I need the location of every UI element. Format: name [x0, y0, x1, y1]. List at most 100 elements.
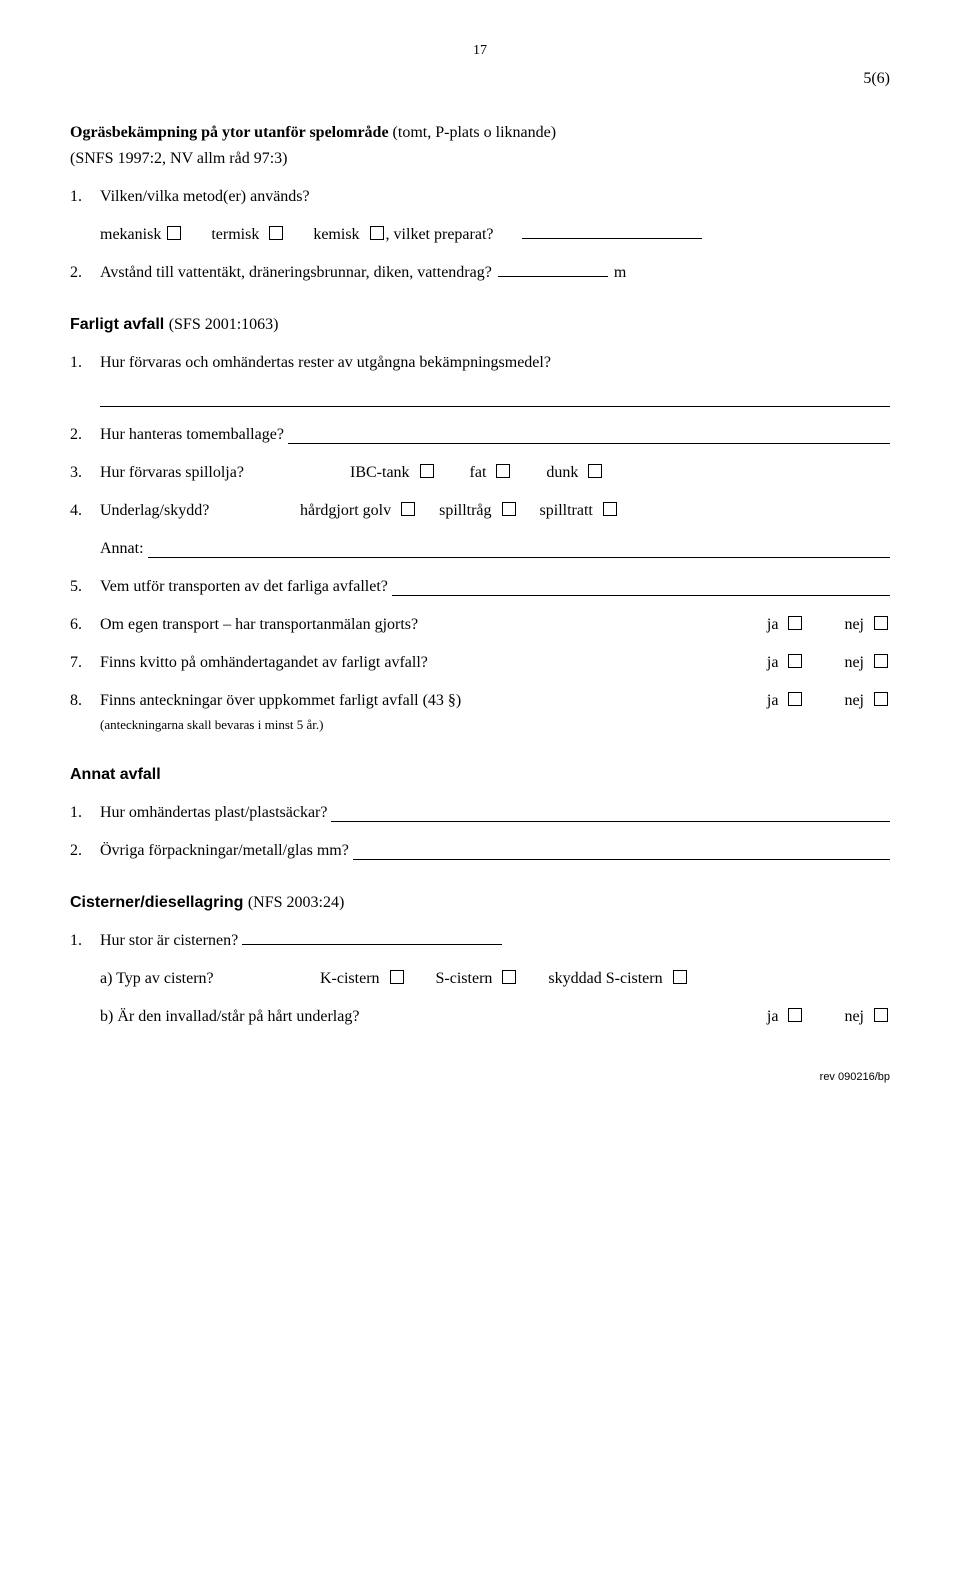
option-label: dunk — [546, 464, 578, 481]
q3-options: IBC-tank fat dunk — [350, 461, 604, 485]
option-label: ja — [767, 654, 779, 671]
fill-line[interactable] — [353, 859, 890, 860]
option-label: termisk — [211, 226, 259, 243]
option-ibc: IBC-tank — [350, 461, 436, 485]
title-text: Farligt avfall — [70, 316, 164, 333]
q6: 6. Om egen transport – har transportanmä… — [70, 613, 890, 637]
section-farligt-avfall: Farligt avfall (SFS 2001:1063) 1. Hur fö… — [70, 313, 890, 735]
option-label: mekanisk — [100, 226, 161, 243]
title-text: Ogräsbekämpning på ytor utanför spelområ… — [70, 124, 389, 141]
q-number: 1. — [70, 801, 100, 825]
fill-line[interactable] — [498, 276, 608, 277]
q8-note: (anteckningarna skall bevaras i minst 5 … — [100, 715, 890, 735]
checkbox[interactable] — [788, 1008, 802, 1022]
option-label: nej — [844, 616, 864, 633]
checkbox[interactable] — [673, 970, 687, 984]
fill-line[interactable] — [242, 944, 502, 945]
fill-line[interactable] — [331, 821, 890, 822]
option-nej: nej — [844, 651, 890, 675]
q-text: Underlag/skydd? — [100, 499, 300, 523]
checkbox[interactable] — [603, 502, 617, 516]
q-text: a) Typ av cistern? — [100, 967, 290, 991]
title-suffix: (tomt, P-plats o liknande) — [393, 124, 557, 141]
q-number: 1. — [70, 929, 100, 953]
option-label: K-cistern — [320, 970, 380, 987]
q4-annat: Annat: — [100, 537, 890, 561]
option-label: S-cistern — [436, 970, 493, 987]
option-termisk: termisk — [211, 223, 285, 247]
q1-options: mekanisk termisk kemisk , vilket prepara… — [100, 223, 890, 247]
q-text: Finns anteckningar över uppkommet farlig… — [100, 689, 767, 713]
section-cisterner: Cisterner/diesellagring (NFS 2003:24) 1.… — [70, 891, 890, 1029]
qa: a) Typ av cistern? K-cistern S-cistern s… — [100, 967, 890, 991]
q-number: 2. — [70, 423, 100, 447]
option-fat: fat — [470, 461, 513, 485]
checkbox[interactable] — [420, 464, 434, 478]
option-spilltrag: spilltråg — [439, 499, 517, 523]
q-number: 2. — [70, 261, 100, 285]
checkbox[interactable] — [874, 692, 888, 706]
option-label: kemisk — [313, 226, 359, 243]
unit: m — [614, 261, 626, 285]
q5: 5. Vem utför transporten av det farliga … — [70, 575, 890, 599]
q-number: 7. — [70, 651, 100, 675]
checkbox[interactable] — [269, 226, 283, 240]
option-skyddad: skyddad S-cistern — [548, 967, 688, 991]
q-text: Övriga förpackningar/metall/glas mm? — [100, 839, 349, 863]
option-label: ja — [767, 616, 779, 633]
section-title: Ogräsbekämpning på ytor utanför spelområ… — [70, 121, 890, 145]
q4-options: hårdgjort golv spilltråg spilltratt — [300, 499, 619, 523]
checkbox[interactable] — [874, 654, 888, 668]
checkbox[interactable] — [167, 226, 181, 240]
option-mekanisk: mekanisk — [100, 223, 183, 247]
option-label: ja — [767, 692, 779, 709]
option-label: skyddad S-cistern — [548, 970, 662, 987]
fill-line[interactable] — [392, 595, 890, 596]
checkbox[interactable] — [788, 654, 802, 668]
q-text: Hur förvaras spillolja? — [100, 461, 350, 485]
page-number-side: 5(6) — [70, 67, 890, 91]
checkbox[interactable] — [401, 502, 415, 516]
checkbox[interactable] — [788, 616, 802, 630]
checkbox[interactable] — [370, 226, 384, 240]
fill-line[interactable] — [522, 238, 702, 239]
footer-revision: rev 090216/bp — [70, 1069, 890, 1086]
q1: 1. Hur omhändertas plast/plastsäckar? — [70, 801, 890, 825]
option-nej: nej — [844, 1005, 890, 1029]
checkbox[interactable] — [502, 502, 516, 516]
option-label: spilltråg — [439, 502, 491, 519]
checkbox[interactable] — [874, 616, 888, 630]
checkbox[interactable] — [502, 970, 516, 984]
q-text: Finns kvitto på omhändertagandet av farl… — [100, 651, 767, 675]
section-subtitle: (SNFS 1997:2, NV allm råd 97:3) — [70, 147, 890, 171]
q-number: 6. — [70, 613, 100, 637]
checkbox[interactable] — [588, 464, 602, 478]
q1: 1. Hur stor är cisternen? — [70, 929, 890, 953]
q-number: 3. — [70, 461, 100, 485]
section-ograsbekampning: Ogräsbekämpning på ytor utanför spelområ… — [70, 121, 890, 285]
fill-line[interactable] — [100, 389, 890, 407]
fill-line[interactable] — [148, 557, 890, 558]
option-label: spilltratt — [540, 502, 593, 519]
option-s-cistern: S-cistern — [436, 967, 519, 991]
option-ja: ja — [767, 651, 805, 675]
annat-label: Annat: — [100, 537, 144, 561]
q1: 1. Vilken/vilka metod(er) används? — [70, 185, 890, 209]
q-number: 8. — [70, 689, 100, 713]
checkbox[interactable] — [874, 1008, 888, 1022]
q-number: 1. — [70, 351, 100, 375]
option-label: nej — [844, 1008, 864, 1025]
q7: 7. Finns kvitto på omhändertagandet av f… — [70, 651, 890, 675]
checkbox[interactable] — [390, 970, 404, 984]
option-label: fat — [470, 464, 487, 481]
q-number: 5. — [70, 575, 100, 599]
section-title: Annat avfall — [70, 763, 890, 787]
checkbox[interactable] — [496, 464, 510, 478]
q2: 2. Hur hanteras tomemballage? — [70, 423, 890, 447]
q3: 3. Hur förvaras spillolja? IBC-tank fat … — [70, 461, 890, 485]
q-text: Hur hanteras tomemballage? — [100, 423, 284, 447]
q2: 2. Övriga förpackningar/metall/glas mm? — [70, 839, 890, 863]
option-label: nej — [844, 692, 864, 709]
fill-line[interactable] — [288, 443, 890, 444]
checkbox[interactable] — [788, 692, 802, 706]
